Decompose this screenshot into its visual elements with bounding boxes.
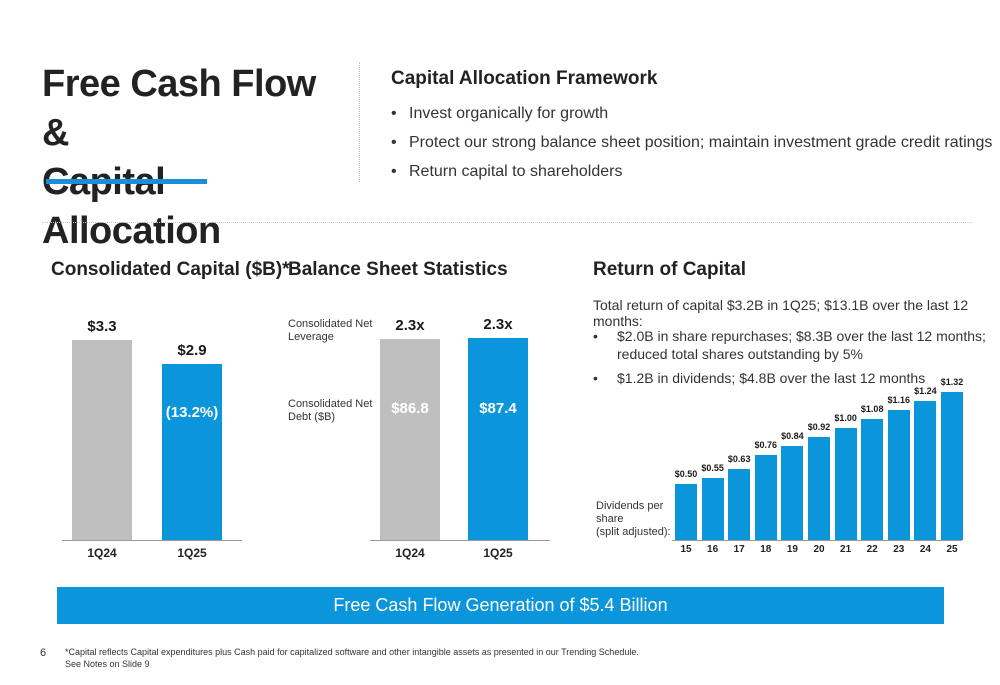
dividend-value-label: $1.16: [887, 394, 911, 405]
page-title: Free Cash Flow & Capital Allocation: [42, 60, 352, 256]
footnote-line: See Notes on Slide 9: [65, 659, 150, 669]
dividend-value-label: $1.32: [940, 377, 964, 387]
dividend-bar: [675, 483, 697, 540]
x-tick-label: 1Q25: [177, 546, 207, 560]
x-tick-label: 23: [893, 544, 905, 555]
horizontal-divider: [42, 222, 972, 223]
x-axis-line: [672, 540, 962, 541]
chart-bar: [72, 340, 132, 540]
leverage-row-label: Consolidated Net Leverage: [288, 318, 373, 343]
return-of-capital-heading: Return of Capital: [593, 259, 747, 280]
dividend-value-label: $1.08: [860, 403, 884, 414]
x-tick-label: 1Q24: [395, 546, 425, 560]
framework-bullet: • Invest organically for growth: [391, 105, 608, 123]
dividend-bar: [914, 400, 937, 540]
dividends-chart: $0.50 15 $0.55 16 $0.63 17 $0.76 18 $0.84 19 $0.92…: [672, 370, 963, 562]
x-tick-label: 20: [813, 544, 825, 555]
x-tick-label: 25: [946, 544, 958, 555]
return-of-capital-summary: Total return of capital $3.2B in 1Q25; $…: [593, 297, 969, 329]
roc-bullet-line: reduced total shares outstanding by 5%: [617, 346, 863, 362]
fcf-banner: Free Cash Flow Generation of $5.4 Billio…: [57, 587, 944, 624]
roc-bullet-line: $2.0B in share repurchases; $8.3B over t…: [617, 328, 986, 344]
change-label: (13.2%): [165, 404, 219, 422]
balance-sheet-heading: Balance Sheet Statistics: [288, 259, 508, 280]
footnote: *Capital reflects Capital expenditures p…: [65, 646, 639, 670]
chart-bar: [380, 339, 440, 540]
dividend-bar: [941, 392, 963, 540]
x-axis-line: [370, 540, 550, 541]
leverage-label: 2.3x: [483, 316, 513, 333]
x-tick-label: 24: [919, 544, 931, 555]
dividend-value-label: $1.24: [914, 385, 937, 396]
dividends-label-line: (split adjusted):: [596, 526, 671, 538]
x-tick-label: 19: [786, 544, 798, 555]
bullet-symbol: •: [391, 105, 397, 122]
bullet-symbol: •: [593, 370, 598, 386]
chart-bar: [162, 364, 222, 540]
dividend-value-label: $0.84: [781, 430, 804, 441]
data-label: $2.9: [177, 342, 207, 360]
debt-label: $86.8: [391, 400, 429, 417]
roc-bullet-line: $1.2B in dividends; $4.8B over the last …: [617, 370, 926, 386]
bullet-symbol: •: [391, 134, 397, 151]
debt-label: $87.4: [479, 400, 517, 417]
x-tick-label: 15: [680, 544, 692, 555]
footnote-line: *Capital reflects Capital expenditures p…: [65, 647, 639, 657]
framework-bullet-text: Return capital to shareholders: [409, 163, 623, 180]
title-underline: [46, 179, 207, 184]
dividend-value-label: $1.00: [834, 412, 857, 423]
dividend-value-label: $0.50: [674, 468, 698, 479]
dividend-bar: [754, 454, 777, 540]
bullet-symbol: •: [391, 163, 397, 180]
x-tick-label: 18: [760, 544, 772, 555]
dividends-label-line: Dividends per share: [596, 500, 664, 525]
dividends-label: Dividends per share (split adjusted):: [596, 500, 686, 539]
page-number: 6: [40, 647, 47, 659]
dividend-bar: [701, 478, 724, 540]
balance-sheet-chart: 2.3x 2.3x $86.8 $87.4 1Q24 1Q25: [370, 300, 550, 562]
page-title-line2: Capital Allocation: [42, 161, 221, 252]
dividend-value-label: $0.55: [701, 463, 724, 474]
x-tick-label: 16: [707, 544, 719, 555]
dividend-bar: [887, 409, 910, 540]
bullet-symbol: •: [593, 328, 598, 344]
framework-bullet: • Return capital to shareholders: [391, 163, 622, 181]
dividend-bar: [728, 469, 751, 540]
x-tick-label: 1Q25: [483, 546, 513, 560]
data-label: $3.3: [87, 318, 117, 335]
x-tick-label: 22: [866, 544, 878, 555]
x-tick-label: 21: [840, 544, 852, 555]
x-axis-line: [62, 540, 242, 541]
dividend-bar: [781, 445, 804, 540]
dividend-bar: [808, 436, 830, 540]
page-title-line1: Free Cash Flow &: [42, 63, 316, 154]
vertical-divider: [359, 62, 360, 182]
dividend-value-label: $0.63: [727, 454, 751, 465]
framework-bullet-text: Protect our strong balance sheet positio…: [409, 134, 993, 151]
debt-row-label: Consolidated Net Debt ($B): [288, 398, 373, 423]
roc-bullet: • $2.0B in share repurchases; $8.3B over…: [593, 327, 986, 363]
framework-bullet: • Protect our strong balance sheet positi…: [391, 134, 992, 152]
dividend-value-label: $0.76: [754, 439, 778, 450]
x-tick-label: 17: [733, 544, 745, 555]
dividend-bar: [861, 418, 884, 540]
chart-bar: [468, 338, 528, 540]
framework-bullet-text: Invest organically for growth: [409, 105, 609, 122]
x-tick-label: 1Q24: [87, 546, 117, 560]
leverage-label: 2.3x: [395, 317, 425, 335]
roc-bullet: • $1.2B in dividends; $4.8B over the las…: [593, 369, 963, 387]
dividend-bar: [834, 427, 857, 540]
consolidated-capital-heading: Consolidated Capital ($B)*: [51, 259, 290, 280]
consolidated-capital-chart: $3.3 $2.9 (13.2%) 1Q24 1Q25: [62, 300, 242, 562]
dividend-value-label: $0.92: [807, 421, 831, 432]
framework-heading: Capital Allocation Framework: [391, 68, 658, 89]
